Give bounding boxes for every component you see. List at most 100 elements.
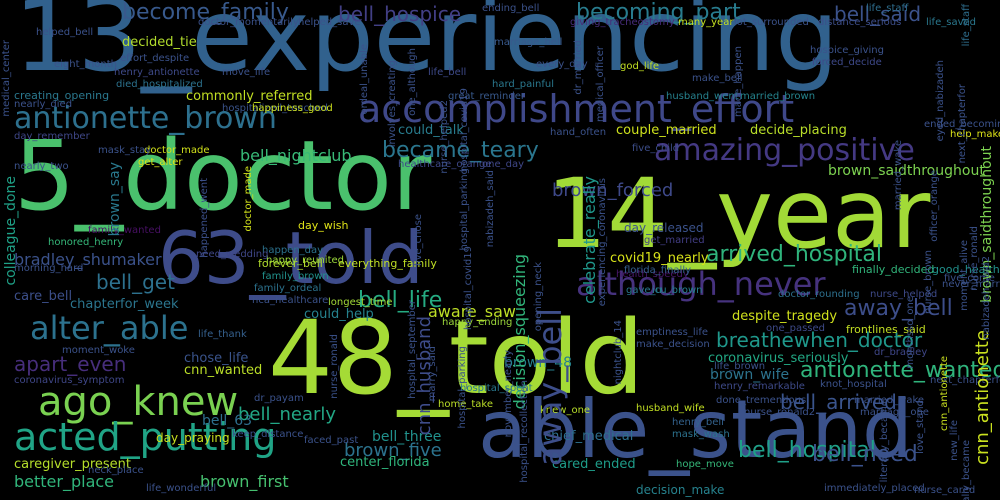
- word-bell-hospice: bell_hospice: [338, 2, 461, 26]
- word-brown-saidthroughout: brown_saidthroughout: [828, 163, 985, 179]
- word-cnn-antionette-small: cnn_antionette: [939, 356, 950, 431]
- word-life-brown: life_brown: [714, 361, 766, 372]
- word-hospice-giving: hospice_giving: [810, 45, 884, 56]
- word-bell-need: bell_hospital: [738, 438, 876, 463]
- word-involves-creating: involves_creating: [387, 60, 398, 148]
- word-move-life: move_life: [222, 67, 271, 78]
- word-brown-forced: brown_forced: [552, 180, 674, 201]
- word-doctor-rounding: doctor_rounding: [778, 289, 860, 300]
- word-health-speedy: health_speedy: [616, 269, 689, 280]
- word-bradley-shumaker: bradley_shumaker: [14, 250, 162, 269]
- word-antionette-brown: antionette_brown: [14, 101, 277, 136]
- word-nurse-ronald: married_wake: [854, 395, 925, 406]
- word-live-chose: never_married: [942, 279, 1000, 290]
- word-life-saved: life_saved: [926, 17, 976, 28]
- word-morning-hard: morning_hard: [14, 263, 84, 274]
- word-marriage-bell: marriage_bell: [494, 37, 563, 48]
- word-happen-day: happen_day: [262, 245, 324, 256]
- word-great-reminder: great_reminder: [448, 91, 525, 102]
- word-icu-brown: icu_brown: [652, 285, 703, 296]
- word-brown-wife: brown_wife: [710, 367, 790, 383]
- word-doctor-momentarily: doctor_momentarily: [198, 17, 299, 28]
- word-14-year: 14_year: [546, 158, 931, 270]
- word-honored-henry: honored_henry: [48, 237, 124, 248]
- word-keep-distance: keep_distance: [232, 429, 304, 440]
- word-make-decision: make_decision: [636, 339, 710, 350]
- word-bell-said: bell_said: [834, 2, 922, 26]
- word-frontlines-said: frontlines_said: [846, 323, 926, 336]
- word-48-told: 48_told: [268, 299, 645, 418]
- word-five-come: monthsso_one: [905, 296, 916, 369]
- word-new-life: five_come: [944, 273, 995, 284]
- word-antionette-wanted: breathewhen_doctor: [716, 328, 923, 352]
- word-creating-opening: creating_opening: [14, 89, 110, 102]
- word-caregiver-present: caregiver_present: [14, 457, 131, 472]
- word-brown-first: better_place: [14, 472, 115, 491]
- word-help-make: help_make: [950, 129, 1000, 140]
- word-brown-say: brown_say: [107, 162, 123, 237]
- word-care-bell: care_bell: [14, 289, 73, 304]
- word-god-life: god_life: [620, 61, 660, 72]
- word-able-stand: able_stand: [478, 383, 913, 476]
- word-helped-save: helped_save: [298, 17, 361, 28]
- word-hospital-spent: hospital_spent: [460, 383, 533, 394]
- word-hospital-recollection: hospital_recollection: [519, 380, 530, 483]
- word-nearly-died: nearly_died: [14, 99, 73, 110]
- word-family-brown: family_brown: [262, 271, 329, 282]
- word-becoming-part: becoming_part: [576, 0, 741, 25]
- word-longest-time: longest_time: [328, 297, 393, 308]
- word-acted-putting: acted_putting: [14, 415, 277, 459]
- word-dr-married: nurse_ronald2: [744, 407, 816, 418]
- word-nightclub-14: nightclub_14: [613, 320, 624, 385]
- word-monthsso-one: marry_said: [427, 346, 438, 402]
- word-make-bell: make_bell: [692, 73, 743, 84]
- word-one-although: one_although: [407, 48, 418, 116]
- word-never-married: hospital_parking: [459, 168, 470, 251]
- word-hca-healthcare: hca_healthcare: [252, 295, 329, 306]
- word-made-happen: made_happen: [733, 46, 744, 118]
- word-coronavirus-seriously: coronavirus_seriously: [708, 351, 849, 366]
- word-amazing-positive: amazing_positive: [654, 133, 915, 168]
- word-one-day: one_day: [482, 159, 525, 170]
- word-experiencing-coronavirus: experiencing_coronavirus: [597, 178, 608, 307]
- word-done-tremendous: done_tremendous: [716, 395, 807, 406]
- word-nurse-helped-v: moment_alive: [959, 240, 970, 311]
- word-knew-one: knew_one: [540, 405, 591, 416]
- word-effort-despite: effort_despite: [120, 53, 190, 64]
- word-dr-payam: married_wake: [893, 140, 904, 211]
- word-brown-said: bell_three: [372, 429, 442, 445]
- word-hand-often: hand_often: [550, 127, 607, 138]
- word-mask-stay: mask_stay: [98, 145, 152, 156]
- word-finally-decided: finally_decided: [852, 263, 935, 276]
- word-colleague-done: colleague_done: [3, 176, 19, 286]
- word-hope-move: hope_move: [676, 459, 734, 470]
- word-faced-past: faced_past: [304, 435, 359, 446]
- word-brown-48: brown_48: [504, 355, 573, 371]
- word-helped-bell: helped_bell: [36, 27, 94, 38]
- word-dr-bradley: dr_bradley: [874, 347, 928, 358]
- word-november-nearly: hospital_covid19: [463, 246, 474, 331]
- word-henry-bell: henry_bell: [672, 417, 724, 428]
- word-married-wake: literally_became: [961, 440, 972, 500]
- word-brown-five: bell_63: [202, 413, 253, 429]
- word-medical-officer: medical_officer: [595, 46, 606, 122]
- word-monthsso-v: love_stand: [915, 400, 926, 454]
- word-forced-decide: forced_decide: [812, 57, 882, 68]
- word-life-wonderful: life_wonderful: [146, 483, 217, 494]
- word-hospitalized-touched: hospitalized_touched: [222, 103, 328, 114]
- word-nurse-cared: nurse_cared: [914, 485, 976, 496]
- word-cnn-wanted: cnn_wanted: [184, 363, 263, 378]
- word-could-talk: could_talk: [398, 123, 464, 138]
- word-emptiness-life: emptiness_life: [636, 327, 709, 338]
- word-could-help: could_help: [304, 307, 374, 322]
- word-ending-bell: ending_bell: [482, 3, 540, 14]
- word-henry-remarkable: henry_remarkable: [714, 381, 805, 392]
- word-literally-became: literally_became: [879, 400, 890, 483]
- word-decide-placing: decide_placing: [750, 123, 847, 138]
- word-hospital-covid19: live_chose: [413, 214, 424, 266]
- word-husband-went: husband_went: [666, 91, 739, 102]
- word-neck-place: neck_place: [88, 465, 144, 476]
- word-home-take: home_take: [438, 399, 493, 410]
- word-bell-three: brown_first: [200, 472, 289, 491]
- word-bell-63: bell_nearly: [238, 404, 337, 425]
